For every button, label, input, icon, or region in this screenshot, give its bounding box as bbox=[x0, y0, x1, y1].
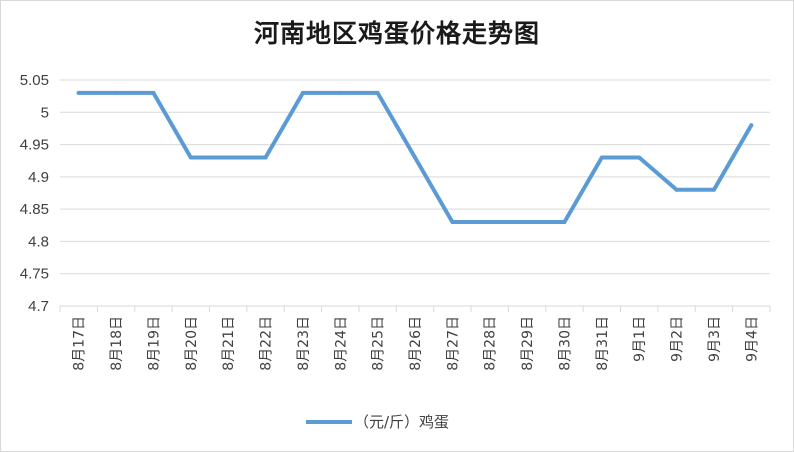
x-tick-label: 8月19日 bbox=[146, 316, 162, 371]
x-tick-label: 9月1日 bbox=[632, 316, 648, 362]
data-point bbox=[599, 155, 604, 160]
x-tick-label: 8月22日 bbox=[259, 316, 275, 371]
x-tick-label: 8月23日 bbox=[296, 316, 312, 371]
x-tick-label: 8月20日 bbox=[184, 316, 200, 371]
data-point bbox=[711, 187, 716, 192]
x-tick-label: 8月21日 bbox=[221, 316, 237, 371]
data-point bbox=[114, 90, 119, 95]
x-tick-label: 9月3日 bbox=[707, 316, 723, 362]
x-tick-label: 8月25日 bbox=[371, 316, 387, 371]
y-tick-label: 4.75 bbox=[20, 266, 49, 283]
data-point bbox=[674, 187, 679, 192]
x-tick-label: 9月2日 bbox=[670, 316, 686, 362]
chart-title: 河南地区鸡蛋价格走势图 bbox=[253, 19, 540, 48]
y-tick-label: 5 bbox=[41, 104, 49, 121]
x-tick-label: 8月27日 bbox=[445, 316, 461, 371]
data-point bbox=[338, 90, 343, 95]
data-point bbox=[300, 90, 305, 95]
data-point bbox=[226, 155, 231, 160]
data-point bbox=[413, 155, 417, 160]
x-tick-label: 8月17日 bbox=[72, 316, 88, 371]
x-tick-label: 8月29日 bbox=[520, 316, 536, 371]
data-point bbox=[525, 220, 530, 225]
data-point bbox=[188, 155, 193, 160]
y-tick-label: 4.85 bbox=[20, 201, 49, 218]
y-tick-label: 4.7 bbox=[28, 298, 49, 315]
y-tick-label: 5.05 bbox=[20, 72, 49, 89]
x-tick-label: 8月26日 bbox=[408, 316, 424, 371]
legend-label: （元/斤）鸡蛋 bbox=[354, 413, 449, 431]
x-tick-label: 8月24日 bbox=[333, 316, 349, 371]
x-tick-label: 8月30日 bbox=[557, 316, 573, 371]
y-tick-label: 4.95 bbox=[20, 137, 49, 154]
data-point bbox=[151, 90, 156, 95]
data-point bbox=[562, 220, 567, 225]
data-point bbox=[263, 155, 268, 160]
x-tick-label: 9月4日 bbox=[744, 316, 760, 362]
x-tick-label: 8月18日 bbox=[109, 316, 125, 371]
data-point bbox=[487, 220, 492, 225]
data-point bbox=[749, 123, 754, 128]
y-tick-label: 4.9 bbox=[28, 169, 49, 186]
x-tick-label: 8月31日 bbox=[595, 316, 611, 371]
y-tick-label: 4.8 bbox=[28, 233, 49, 250]
data-point bbox=[375, 90, 380, 95]
x-tick-label: 8月28日 bbox=[483, 316, 499, 371]
data-point bbox=[637, 155, 642, 160]
data-point bbox=[76, 90, 81, 95]
data-point bbox=[450, 220, 455, 225]
